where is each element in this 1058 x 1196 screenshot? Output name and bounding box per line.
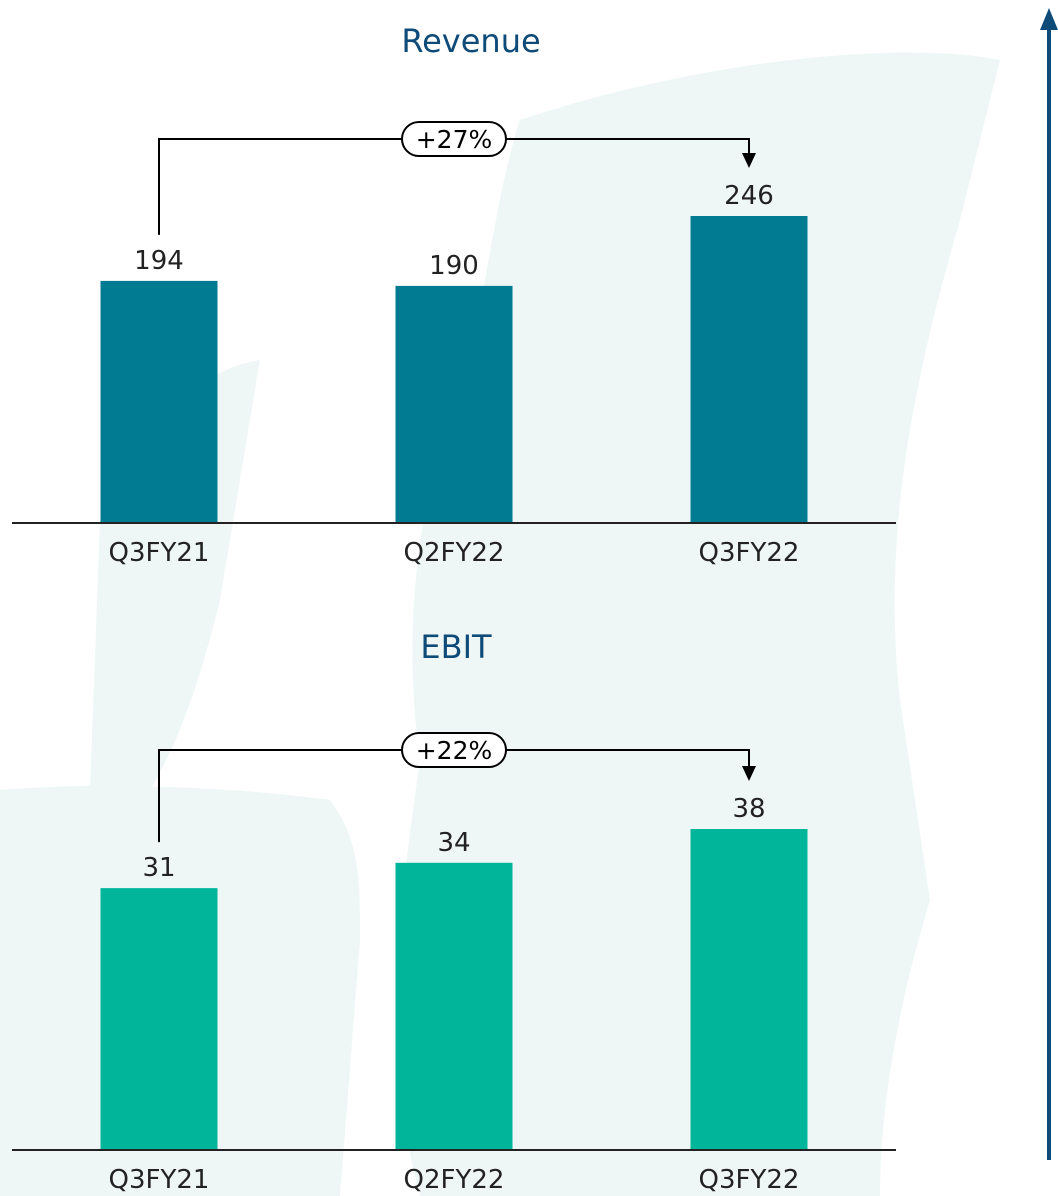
- revenue-value-label: 190: [429, 251, 479, 281]
- revenue-value-label: 194: [134, 246, 184, 276]
- ebit-value-label: 34: [437, 828, 470, 858]
- ebit-category-label: Q3FY21: [109, 1165, 210, 1195]
- ebit-value-label: 31: [142, 853, 175, 883]
- revenue-value-label: 246: [724, 181, 774, 211]
- ebit-growth-annotation: +22%: [158, 732, 756, 843]
- revenue-growth-pill: [401, 121, 507, 157]
- ebit-chart-title: EBIT: [420, 628, 492, 666]
- ebit-category-label: Q3FY22: [699, 1165, 800, 1195]
- ebit-category-label: Q2FY22: [404, 1165, 505, 1195]
- ebit-growth-pill: [401, 732, 507, 768]
- revenue-bar-q3fy22: [690, 216, 808, 523]
- revenue-bar-q3fy21: [100, 280, 218, 523]
- revenue-chart: Revenue +27% 194 Q3FY21 190 Q2FY22 246 Q3FY22: [12, 22, 896, 568]
- revenue-category-label: Q3FY22: [699, 538, 800, 568]
- revenue-growth-arrowhead: [742, 153, 756, 168]
- revenue-growth-annotation: +27%: [158, 121, 756, 235]
- ebit-chart: EBIT +22% 31 Q3FY21 34 Q2FY22 38 Q3FY22: [12, 628, 896, 1195]
- revenue-chart-title: Revenue: [401, 22, 540, 60]
- ebit-growth-label: +22%: [416, 736, 493, 765]
- ebit-bar-q3fy22: [690, 829, 808, 1150]
- ebit-bar-q2fy22: [395, 862, 513, 1150]
- revenue-bar-q2fy22: [395, 285, 513, 523]
- revenue-category-label: Q2FY22: [404, 538, 505, 568]
- revenue-growth-label: +27%: [416, 125, 493, 154]
- revenue-category-label: Q3FY21: [109, 538, 210, 568]
- ebit-bar-q3fy21: [100, 888, 218, 1150]
- side-arrow-icon: [1040, 8, 1058, 1160]
- ebit-value-label: 38: [732, 794, 765, 824]
- ebit-growth-arrowhead: [742, 766, 756, 781]
